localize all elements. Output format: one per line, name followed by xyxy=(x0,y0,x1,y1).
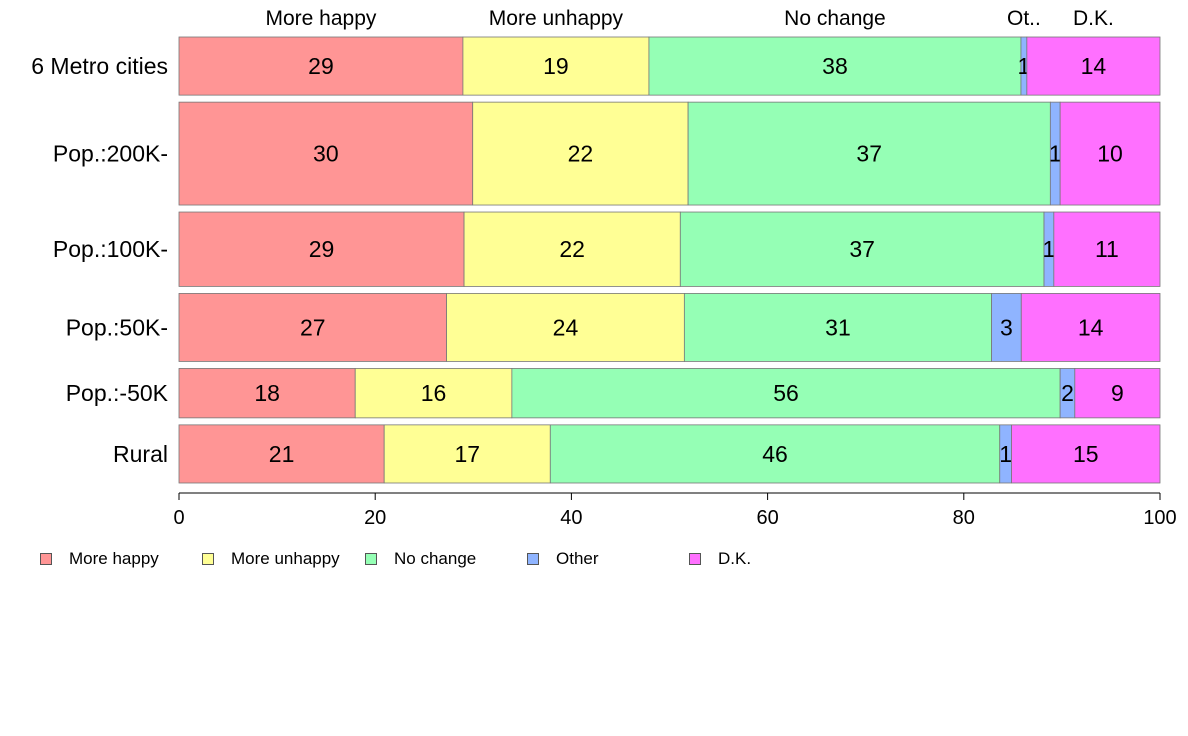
data-label-pop-100k-no-change: 37 xyxy=(849,236,875,262)
legend-swatch-more-unhappy xyxy=(202,553,214,565)
row-label-pop-50k: Pop.:-50K xyxy=(66,380,169,406)
x-tick-label-100: 100 xyxy=(1143,507,1176,529)
row-labels: 6 Metro cities Pop.:200K- Pop.:100K- Pop.:5… xyxy=(31,53,168,467)
bar-pop-100k-d-k xyxy=(1053,211,1161,287)
data-label-pop-50k-more-unhappy: 16 xyxy=(421,380,447,406)
bar-pop-50k-more-unhappy xyxy=(446,293,685,362)
bar-pop-50k-d-k xyxy=(1020,293,1161,362)
data-label-pop-50k-no-change: 56 xyxy=(773,380,799,406)
top-label-d-k: D.K. xyxy=(1073,7,1114,30)
data-label-pop-200k-more-unhappy: 22 xyxy=(568,141,594,167)
data-label-pop-50k-other: 3 xyxy=(1000,314,1013,340)
data-label-pop-200k-more-happy: 30 xyxy=(313,141,339,167)
data-label-rural-other: 1 xyxy=(999,441,1012,467)
legend-item-no-change: No change xyxy=(365,549,476,569)
bar-pop-200k-more-unhappy xyxy=(472,101,689,206)
x-tick-label-40: 40 xyxy=(560,507,582,529)
bar-pop-50k-other xyxy=(991,293,1022,362)
legend-item-more-unhappy: More unhappy xyxy=(202,549,340,569)
legend-item-dk: D.K. xyxy=(689,549,751,569)
bar-rural-d-k xyxy=(1011,424,1161,484)
data-label-pop-200k-d-k: 10 xyxy=(1097,141,1123,167)
bar-pop-50k-d-k xyxy=(1074,368,1161,419)
bar-pop-50k-more-unhappy xyxy=(354,368,513,419)
data-label-6-metro-cities-d-k: 14 xyxy=(1081,53,1107,79)
stacked-bar-chart: More happy More unhappy No change Ot.. D.K. … xyxy=(31,7,1177,529)
bar-rural-more-unhappy xyxy=(383,424,551,484)
bar-6-metro-cities-d-k xyxy=(1026,36,1161,96)
top-label-other: Ot.. xyxy=(1007,7,1041,30)
bar-pop-50k-no-change xyxy=(511,368,1061,419)
x-tick-label-20: 20 xyxy=(364,507,386,529)
row-label-rural: Rural xyxy=(113,441,168,467)
bar-pop-100k-more-unhappy xyxy=(463,211,681,287)
bar-pop-200k-more-happy xyxy=(178,101,474,206)
data-label-rural-d-k: 15 xyxy=(1073,441,1099,467)
data-label-pop-50k-more-happy: 18 xyxy=(254,380,280,406)
legend-swatch-dk xyxy=(689,553,701,565)
top-label-more-happy: More happy xyxy=(266,7,377,30)
bar-pop-200k-d-k xyxy=(1059,101,1161,206)
bar-pop-50k-no-change xyxy=(683,293,992,362)
legend-label-more-happy: More happy xyxy=(69,549,159,568)
data-label-rural-more-unhappy: 17 xyxy=(454,441,480,467)
legend-swatch-no-change xyxy=(365,553,377,565)
data-label-6-metro-cities-no-change: 38 xyxy=(822,53,848,79)
row-label-pop-50k: Pop.:50K- xyxy=(66,314,168,340)
data-label-pop-50k-more-unhappy: 24 xyxy=(553,314,579,340)
legend-label-no-change: No change xyxy=(394,549,477,568)
bar-rural-no-change xyxy=(549,424,1001,484)
data-label-pop-200k-other: 1 xyxy=(1049,141,1062,167)
data-label-pop-100k-other: 1 xyxy=(1043,236,1056,262)
top-category-labels: More happy More unhappy No change Ot.. D.K. xyxy=(266,7,1114,30)
data-label-pop-100k-more-happy: 29 xyxy=(309,236,335,262)
top-label-no-change: No change xyxy=(784,7,886,30)
data-label-rural-no-change: 46 xyxy=(762,441,788,467)
row-label-pop-100k: Pop.:100K- xyxy=(53,236,168,262)
x-tick-label-60: 60 xyxy=(756,507,778,529)
bar-pop-100k-more-happy xyxy=(178,211,465,287)
data-label-pop-50k-more-happy: 27 xyxy=(300,314,326,340)
bar-6-metro-cities-no-change xyxy=(648,36,1022,96)
bar-pop-50k-more-happy xyxy=(178,293,447,362)
bar-rural-more-happy xyxy=(178,424,385,484)
data-label-pop-50k-no-change: 31 xyxy=(825,314,851,340)
legend-label-more-unhappy: More unhappy xyxy=(231,549,340,568)
data-label-pop-100k-d-k: 11 xyxy=(1095,236,1119,262)
bar-pop-200k-no-change xyxy=(687,101,1051,206)
legend-item-more-happy: More happy xyxy=(40,549,159,569)
data-label-pop-50k-other: 2 xyxy=(1061,380,1074,406)
data-label-pop-50k-d-k: 9 xyxy=(1111,380,1124,406)
legend-item-other: Other xyxy=(527,549,599,569)
legend-label-other: Other xyxy=(556,549,599,568)
bar-6-metro-cities-more-unhappy xyxy=(462,36,650,96)
data-label-pop-200k-no-change: 37 xyxy=(856,141,882,167)
bar-6-metro-cities-more-happy xyxy=(178,36,464,96)
row-label-6-metro-cities: 6 Metro cities xyxy=(31,53,168,79)
x-tick-label-80: 80 xyxy=(953,507,975,529)
data-label-rural-more-happy: 21 xyxy=(269,441,295,467)
data-label-pop-50k-d-k: 14 xyxy=(1078,314,1104,340)
bar-pop-100k-no-change xyxy=(679,211,1045,287)
bar-pop-50k-more-happy xyxy=(178,368,356,419)
legend-swatch-more-happy xyxy=(40,553,52,565)
legend-swatch-other xyxy=(527,553,539,565)
legend-label-dk: D.K. xyxy=(718,549,752,568)
data-label-6-metro-cities-more-unhappy: 19 xyxy=(543,53,569,79)
row-label-pop-200k: Pop.:200K- xyxy=(53,141,168,167)
data-label-6-metro-cities-more-happy: 29 xyxy=(308,53,334,79)
x-axis: 0 20 40 60 80 100 xyxy=(173,492,1177,529)
top-label-more-unhappy: More unhappy xyxy=(489,7,624,30)
x-tick-label-0: 0 xyxy=(173,507,184,529)
data-label-pop-100k-more-unhappy: 22 xyxy=(559,236,585,262)
